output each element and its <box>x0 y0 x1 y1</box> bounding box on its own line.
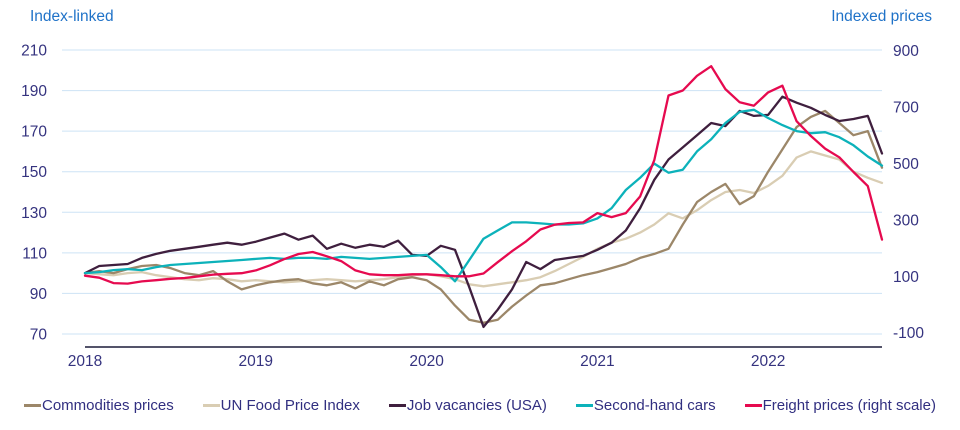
legend-item-job-vacancies-usa: Job vacancies (USA) <box>388 397 547 414</box>
y-axis-tick-left: 130 <box>21 205 47 222</box>
left-axis-title: Index-linked <box>30 8 114 25</box>
legend-label: Job vacancies (USA) <box>406 397 547 414</box>
legend: Commodities prices UN Food Price Index Job… <box>0 397 960 414</box>
y-axis-tick-left: 70 <box>30 327 48 344</box>
legend-swatch <box>24 404 41 407</box>
y-axis-tick-right: 900 <box>893 43 919 60</box>
series-line-second-hand-cars <box>83 108 884 283</box>
legend-item-un-food-price-index: UN Food Price Index <box>202 397 360 414</box>
y-axis-tick-right: 700 <box>893 100 919 117</box>
legend-label: Second-hand cars <box>593 397 716 414</box>
x-axis-tick: 2021 <box>580 353 614 370</box>
x-axis-tick: 2019 <box>239 353 273 370</box>
legend-swatch <box>744 404 762 407</box>
legend-item-second-hand-cars: Second-hand cars <box>575 397 716 414</box>
legend-swatch <box>575 404 593 407</box>
series-line-un-food-price-index <box>83 150 884 288</box>
line-chart: 210 190 170 150 130 110 90 70 900 700 500 300 100 -10… <box>21 43 924 371</box>
x-axis-tick: 2022 <box>751 353 785 370</box>
legend-label: UN Food Price Index <box>220 397 360 414</box>
y-axis-tick-right: 100 <box>893 269 919 286</box>
legend-swatch <box>388 404 406 407</box>
y-axis-tick-left: 170 <box>21 124 47 141</box>
y-axis-tick-left: 190 <box>21 83 47 100</box>
legend-item-commodities-prices: Commodities prices <box>24 397 174 414</box>
y-axis-tick-right: -100 <box>893 325 924 342</box>
x-axis-tick: 2018 <box>68 353 102 370</box>
legend-label: Commodities prices <box>42 397 174 414</box>
y-axis-tick-right: 500 <box>893 156 919 173</box>
y-axis-tick-left: 110 <box>22 245 47 262</box>
y-axis-tick-right: 300 <box>893 212 919 229</box>
y-axis-tick-left: 150 <box>21 164 47 181</box>
series-line-freight-prices-right-scale <box>83 65 884 285</box>
series-line-commodities-prices <box>83 109 884 324</box>
right-axis-title: Indexed prices <box>831 8 932 25</box>
y-axis-tick-left: 90 <box>30 286 48 303</box>
x-axis-tick: 2020 <box>409 353 444 370</box>
legend-label: Freight prices (right scale) <box>762 397 936 414</box>
y-axis-tick-left: 210 <box>21 43 47 60</box>
legend-swatch <box>202 404 220 407</box>
legend-item-freight-prices-right-scale: Freight prices (right scale) <box>744 397 936 414</box>
series-line-job-vacancies-usa <box>83 95 884 329</box>
